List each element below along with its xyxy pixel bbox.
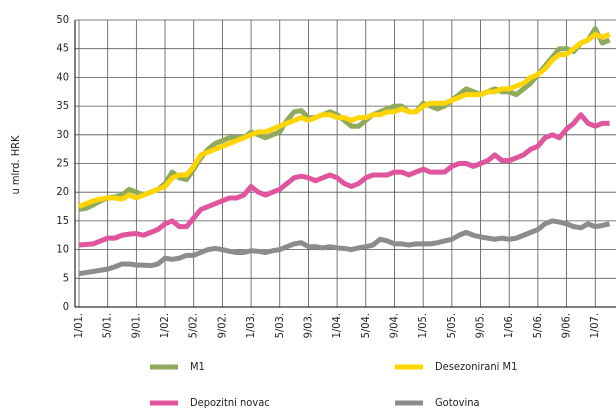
x-tick-label: 5/03. — [273, 313, 286, 338]
x-tick-label: 1/04. — [330, 313, 343, 338]
x-tick-label: 1/06. — [502, 313, 515, 338]
y-tick-label: 25 — [56, 157, 69, 170]
x-tick-label: 5/05. — [445, 313, 458, 338]
x-tick-label: 1/05. — [416, 313, 429, 338]
x-tick-label: 5/01. — [101, 313, 114, 338]
y-tick-label: 30 — [56, 128, 69, 141]
y-tick-label: 50 — [56, 13, 69, 26]
x-tick-label: 5/06. — [531, 313, 544, 338]
x-tick-label: 9/04. — [387, 313, 400, 338]
legend-label: Desezonirani M1 — [435, 360, 517, 373]
y-tick-label: 0 — [63, 300, 69, 313]
x-tick-label: 5/04. — [359, 313, 372, 338]
series-line — [78, 218, 611, 277]
y-tick-label: 20 — [56, 185, 69, 198]
y-tick-label: 15 — [56, 214, 69, 227]
x-tick-label: 9/06. — [560, 313, 573, 338]
x-tick-label: 9/02. — [215, 313, 228, 338]
series-line — [78, 31, 611, 209]
x-tick-label: 9/01. — [129, 313, 142, 338]
y-tick-label: 40 — [56, 70, 69, 83]
x-tick-label: 9/05. — [474, 313, 487, 338]
x-tick-label: 9/03. — [301, 313, 314, 338]
legend-label: Gotovina — [435, 396, 480, 409]
y-tick-label: 10 — [56, 243, 69, 256]
y-axis-label: u mlrd. HRK — [9, 135, 22, 195]
x-tick-label: 1/02. — [158, 313, 171, 338]
legend-label: Depozitni novac — [190, 396, 270, 409]
y-tick-label: 35 — [56, 99, 69, 112]
y-tick-label: 5 — [63, 271, 69, 284]
y-tick-label: 45 — [56, 42, 69, 55]
x-tick-label: 1/07. — [588, 313, 601, 338]
x-tick-label: 1/01. — [72, 313, 85, 338]
series-line — [78, 112, 610, 248]
x-tick-label: 5/02. — [187, 313, 200, 338]
legend-label: M1 — [190, 360, 205, 373]
x-tick-label: 1/03. — [244, 313, 257, 338]
